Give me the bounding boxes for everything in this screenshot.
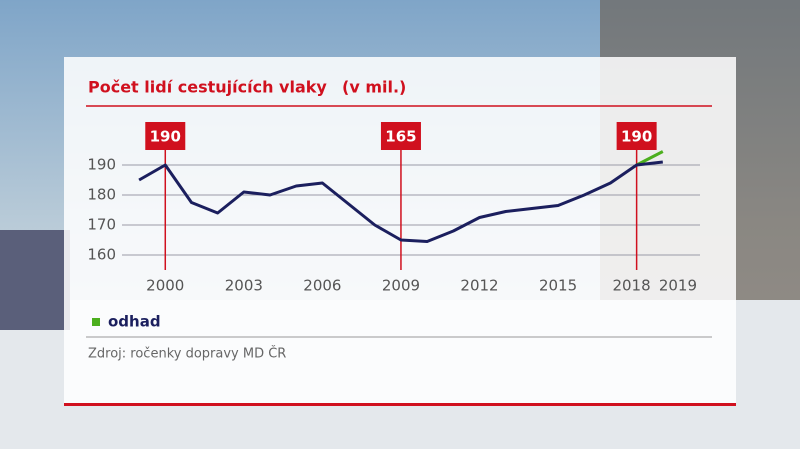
annotation-label: 165 [385,128,416,146]
annotation-box [616,122,657,150]
x-tick-label: 2009 [382,277,420,295]
chart-subtitle: (v mil.) [342,78,406,97]
legend-swatch [92,318,100,326]
chart-title: Počet lidí cestujících vlaky [88,78,327,97]
y-tick-label: 180 [87,186,116,204]
annotation-box [380,122,421,150]
x-tick-label: 2000 [146,277,184,295]
train-car [0,230,70,330]
x-tick-label: 2003 [225,277,263,295]
x-tick-label: 2019 [659,277,697,295]
estimate-line [635,150,664,167]
legend-label: odhad [108,313,161,331]
y-tick-label: 170 [87,216,116,234]
annotation-box [145,122,186,150]
x-tick-label: 2015 [539,277,577,295]
x-tick-label: 2006 [303,277,341,295]
y-tick-label: 190 [87,156,116,174]
y-tick-label: 160 [87,246,116,264]
panel [64,57,736,405]
data-line [138,160,663,243]
x-tick-label: 2018 [612,277,650,295]
panel-border [64,403,736,406]
annotation-label: 190 [621,128,652,146]
source: Zdroj: ročenky dopravy MD ČR [88,346,286,362]
x-tick-label: 2012 [460,277,498,295]
annotation-label: 190 [150,128,181,146]
